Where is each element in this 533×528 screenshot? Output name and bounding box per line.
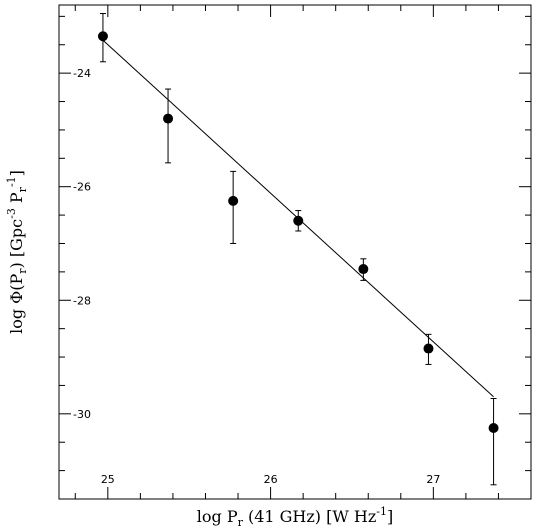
data-point xyxy=(97,31,108,42)
x-tick-label: 25 xyxy=(101,473,115,486)
ticks xyxy=(59,5,532,500)
error-bars xyxy=(99,13,497,486)
y-tick-label: -28 xyxy=(73,294,91,307)
y-tick-label: -26 xyxy=(73,181,91,194)
y-tick-label: -24 xyxy=(73,67,91,80)
x-tick-label: 27 xyxy=(426,473,440,486)
data-point xyxy=(163,113,174,124)
data-point xyxy=(228,195,239,206)
x-axis-label: log Pr (41 GHz) [W Hz-1] xyxy=(197,505,394,528)
data-point xyxy=(423,343,434,354)
y-tick-label: -30 xyxy=(73,408,91,421)
tick-labels: 25 26 27 -24 -26 -28 -30 xyxy=(73,67,440,486)
x-tick-label: 26 xyxy=(264,473,278,486)
y-axis-label: log Φ(Pr) [Gpc-3 Pr-1] xyxy=(5,170,29,334)
data-point xyxy=(293,215,304,226)
data-point xyxy=(358,264,369,275)
data-point xyxy=(488,423,499,434)
data-points xyxy=(97,31,499,434)
plot-frame xyxy=(58,4,532,500)
